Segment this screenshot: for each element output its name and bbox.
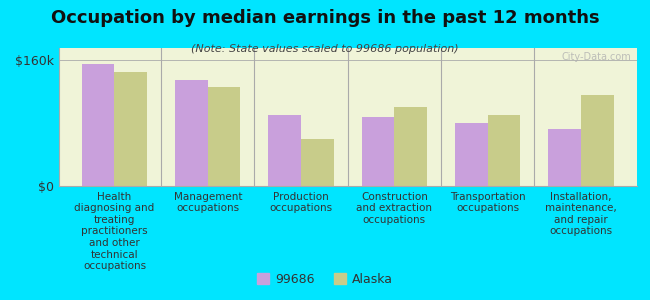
Bar [549, 129, 581, 186]
Text: (Note: State values scaled to 99686 population): (Note: State values scaled to 99686 popu… [191, 44, 459, 53]
Bar [114, 72, 147, 186]
Bar [362, 117, 395, 186]
Bar [488, 115, 521, 186]
Bar [82, 64, 114, 186]
Text: City-Data.com: City-Data.com [562, 52, 631, 62]
Text: Occupation by median earnings in the past 12 months: Occupation by median earnings in the pas… [51, 9, 599, 27]
Bar [581, 95, 614, 186]
Bar [268, 115, 301, 186]
Bar [395, 107, 427, 186]
Bar [301, 139, 333, 186]
Bar [455, 123, 488, 186]
Legend: 99686, Alaska: 99686, Alaska [252, 268, 398, 291]
Bar [175, 80, 208, 186]
Bar [208, 87, 240, 186]
